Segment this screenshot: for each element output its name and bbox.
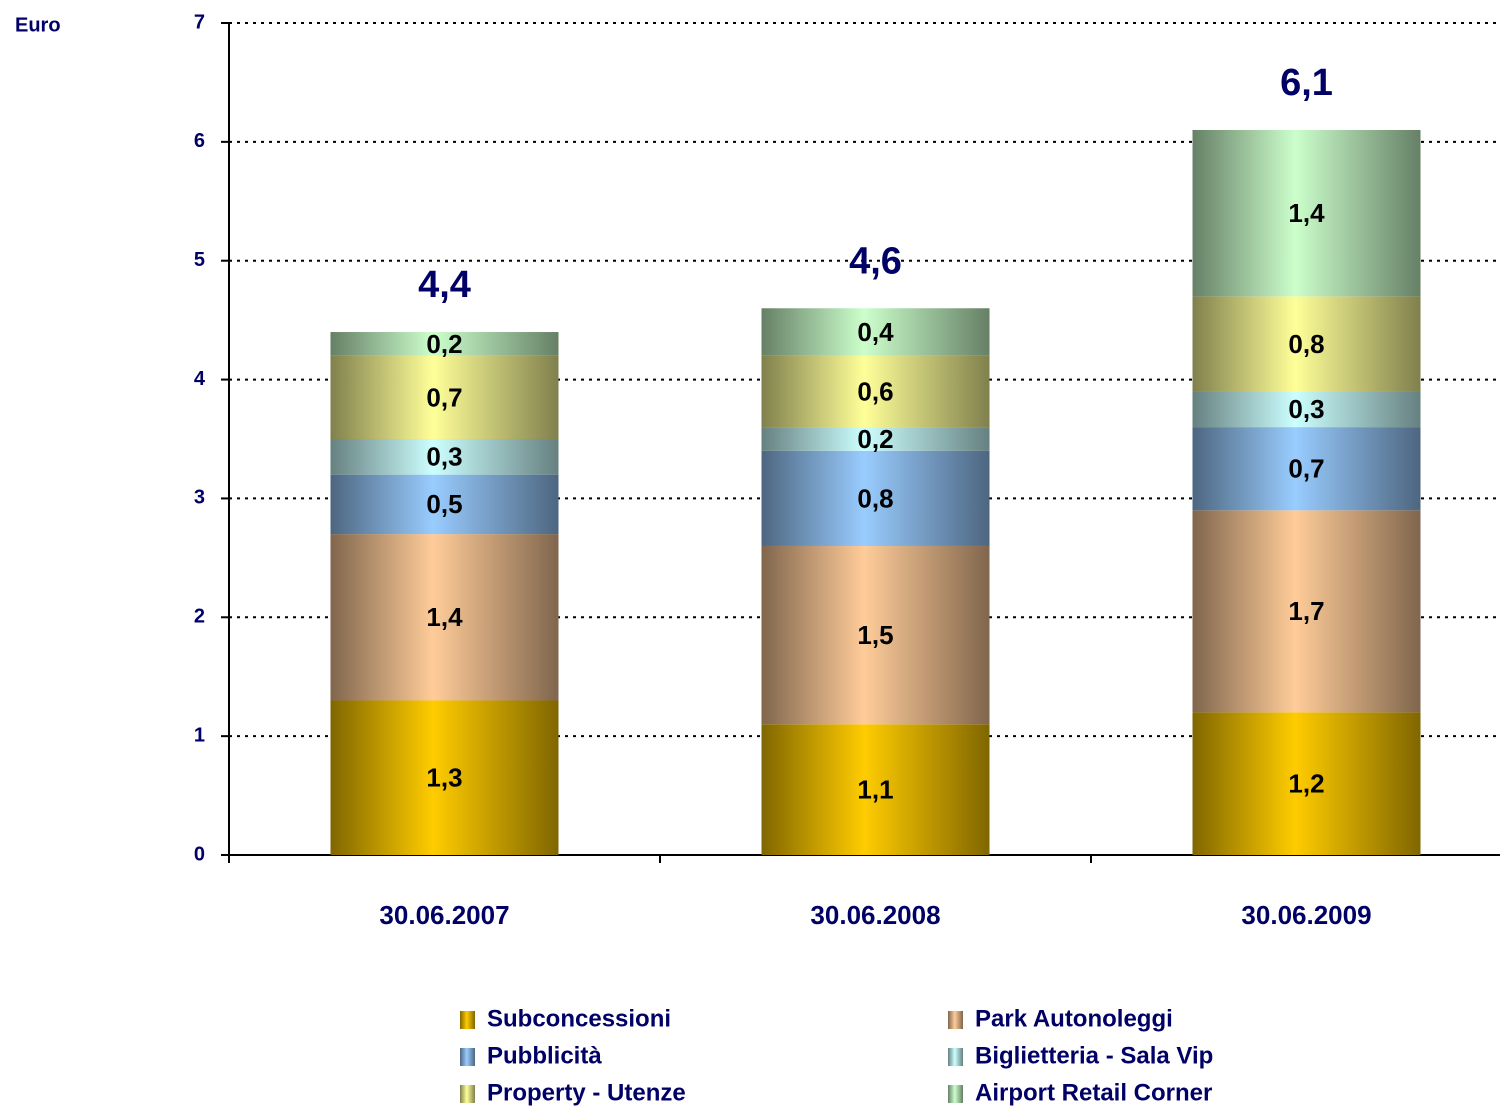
bar-segment bbox=[330, 700, 559, 855]
legend-swatch bbox=[460, 1085, 475, 1103]
legend-label: Airport Retail Corner bbox=[975, 1079, 1212, 1106]
segment-label: 1,3 bbox=[426, 763, 462, 793]
segment-label: 0,2 bbox=[857, 424, 893, 454]
bar-segment bbox=[330, 355, 559, 439]
segment-label: 1,5 bbox=[857, 620, 893, 650]
legend-swatch bbox=[948, 1085, 963, 1103]
y-tick-label: 5 bbox=[194, 249, 205, 271]
segment-label: 1,1 bbox=[857, 775, 893, 805]
legend-label: Subconcessioni bbox=[487, 1005, 671, 1032]
segment-label: 0,3 bbox=[426, 442, 462, 472]
bar-segment bbox=[761, 450, 990, 546]
segment-label: 0,8 bbox=[857, 483, 893, 513]
legend-swatch bbox=[948, 1048, 963, 1066]
segment-label: 1,4 bbox=[426, 602, 463, 632]
bar-segment bbox=[1192, 391, 1421, 428]
bar-segment bbox=[330, 534, 559, 701]
legend-label: Pubblicità bbox=[487, 1042, 602, 1069]
y-tick-label: 4 bbox=[194, 368, 206, 390]
segment-label: 0,2 bbox=[426, 329, 462, 359]
x-tick-label: 30.06.2007 bbox=[379, 900, 509, 930]
bar-segment bbox=[1192, 296, 1421, 392]
legend-label: Park Autonoleggi bbox=[975, 1005, 1173, 1032]
total-label: 4,6 bbox=[849, 240, 902, 282]
y-tick-label: 0 bbox=[194, 843, 205, 865]
segment-label: 0,5 bbox=[426, 489, 462, 519]
bar-segment bbox=[330, 474, 559, 535]
legend-swatch bbox=[460, 1011, 475, 1029]
segment-label: 0,3 bbox=[1288, 394, 1324, 424]
segment-label: 0,6 bbox=[857, 376, 893, 406]
y-tick-label: 6 bbox=[194, 130, 205, 152]
legend-label: Biglietteria - Sala Vip bbox=[975, 1042, 1213, 1069]
x-tick-label: 30.06.2009 bbox=[1241, 900, 1371, 930]
segment-label: 0,8 bbox=[1288, 329, 1324, 359]
segment-label: 0,7 bbox=[1288, 454, 1324, 484]
total-label: 4,4 bbox=[418, 264, 471, 306]
segment-label: 1,7 bbox=[1288, 596, 1324, 626]
y-axis-label: Euro bbox=[15, 14, 61, 36]
bar-segment bbox=[1192, 129, 1421, 297]
x-tick-label: 30.06.2008 bbox=[810, 900, 940, 930]
bar-segment bbox=[330, 439, 559, 475]
bar-segment bbox=[1192, 712, 1421, 855]
total-label: 6,1 bbox=[1280, 62, 1333, 104]
segment-label: 0,4 bbox=[857, 317, 894, 347]
segment-label: 1,4 bbox=[1288, 198, 1325, 228]
y-tick-label: 2 bbox=[194, 606, 205, 628]
bar-segment bbox=[761, 308, 990, 356]
bar-segment bbox=[761, 427, 990, 451]
legend-swatch bbox=[948, 1011, 963, 1029]
bar-segment bbox=[330, 332, 559, 356]
bar-segment bbox=[761, 545, 990, 725]
bar-segment bbox=[761, 355, 990, 428]
bar-segment bbox=[1192, 510, 1421, 713]
y-tick-label: 1 bbox=[194, 724, 205, 746]
segment-label: 0,7 bbox=[426, 382, 462, 412]
bar-segment bbox=[1192, 427, 1421, 511]
legend-swatch bbox=[460, 1048, 475, 1066]
bar-segment bbox=[761, 724, 990, 855]
legend-label: Property - Utenze bbox=[487, 1079, 686, 1106]
y-tick-label: 7 bbox=[194, 11, 205, 33]
segment-label: 1,2 bbox=[1288, 769, 1324, 799]
y-tick-label: 3 bbox=[194, 487, 205, 509]
